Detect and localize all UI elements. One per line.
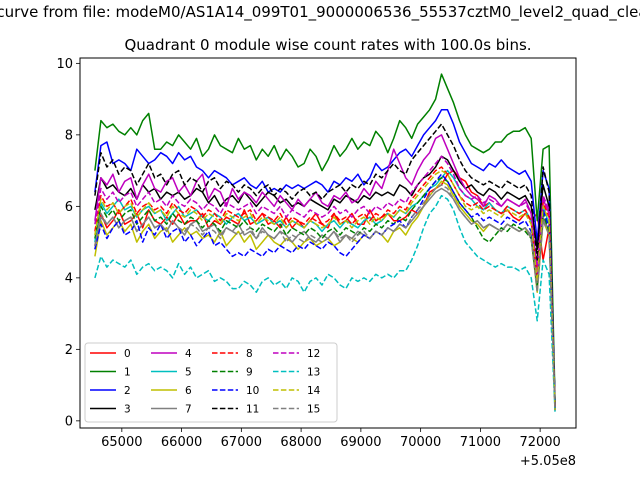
legend-label-14: 14 xyxy=(307,385,321,397)
x-tick-label: 66000 xyxy=(161,435,202,450)
legend-label-4: 4 xyxy=(185,348,192,360)
legend-label-12: 12 xyxy=(307,348,320,360)
x-tick-label: 69000 xyxy=(340,435,381,450)
y-tick-label: 0 xyxy=(65,414,73,429)
y-tick-label: 2 xyxy=(65,343,73,358)
legend-label-15: 15 xyxy=(307,404,320,416)
legend-label-6: 6 xyxy=(185,385,192,397)
series-line-7 xyxy=(94,187,556,411)
y-tick-label: 8 xyxy=(65,128,73,143)
x-tick-label: 67000 xyxy=(221,435,262,450)
legend-label-5: 5 xyxy=(185,367,192,379)
legend-label-11: 11 xyxy=(246,404,259,416)
series-line-15 xyxy=(94,184,556,411)
series-line-8 xyxy=(94,166,556,411)
y-tick-label: 10 xyxy=(56,57,73,72)
x-tick-label: 65000 xyxy=(101,435,142,450)
legend-label-7: 7 xyxy=(185,404,192,416)
legend-label-3: 3 xyxy=(124,404,131,416)
figure-suptitle: Light curve from file: modeM0/AS1A14_099… xyxy=(0,3,640,22)
series-line-9 xyxy=(94,177,556,411)
legend-label-10: 10 xyxy=(246,385,259,397)
y-axis: 0 2 4 6 8 10 xyxy=(56,57,80,429)
legend-box xyxy=(84,342,338,423)
x-axis: 65000 66000 67000 68000 69000 70000 71000 72000 xyxy=(101,428,561,450)
y-tick-label: 4 xyxy=(65,271,73,286)
x-tick-label: 70000 xyxy=(400,435,441,450)
legend-label-0: 0 xyxy=(124,348,131,360)
plot-frame xyxy=(79,57,577,429)
series-line-13 xyxy=(94,194,556,414)
legend-label-13: 13 xyxy=(307,367,320,379)
series-line-3 xyxy=(94,155,556,407)
x-tick-label: 72000 xyxy=(519,435,560,450)
series-line-1 xyxy=(94,73,556,404)
legend-label-8: 8 xyxy=(246,348,253,360)
legend-label-9: 9 xyxy=(246,367,253,379)
plot-series-group xyxy=(94,73,556,414)
series-line-10 xyxy=(94,173,556,411)
x-axis-offset-label: +5.05e8 xyxy=(520,454,576,469)
series-line-4 xyxy=(94,134,556,411)
legend-label-2: 2 xyxy=(124,385,131,397)
series-line-12 xyxy=(94,155,556,411)
series-line-14 xyxy=(94,169,556,411)
series-line-11 xyxy=(94,123,556,407)
series-line-2 xyxy=(94,109,556,407)
legend-label-1: 1 xyxy=(124,367,131,379)
axes-title: Quadrant 0 module wise count rates with … xyxy=(124,36,531,54)
x-tick-label: 71000 xyxy=(460,435,501,450)
y-tick-label: 6 xyxy=(65,200,73,215)
x-tick-label: 68000 xyxy=(280,435,321,450)
